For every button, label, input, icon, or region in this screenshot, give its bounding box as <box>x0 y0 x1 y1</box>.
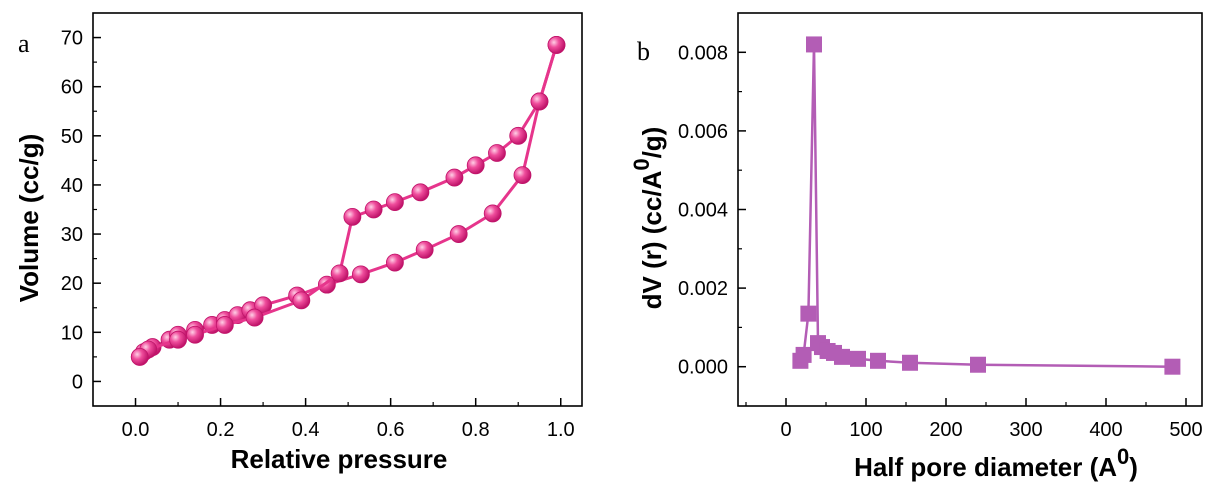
x-tick-label: 100 <box>849 419 882 441</box>
data-point <box>850 350 866 367</box>
y-tick-label: 0.002 <box>678 278 728 300</box>
data-point <box>245 308 264 327</box>
y-tick-label: 0.006 <box>678 121 728 143</box>
panel-b-series <box>792 36 1181 375</box>
data-point <box>215 316 234 334</box>
data-point <box>902 354 918 371</box>
data-point <box>870 352 886 369</box>
data-point <box>800 305 817 322</box>
data-point <box>169 330 187 349</box>
panel-b-x-ticks: 0 100 200 300 400 500 <box>745 398 1203 441</box>
data-point <box>483 204 502 223</box>
y-tick-label: 40 <box>61 175 83 197</box>
panel-a-y-ticks: 0 10 20 30 40 50 60 70 <box>61 28 101 393</box>
x-tick-label: 0.4 <box>292 419 320 441</box>
data-point <box>415 240 434 259</box>
panel-a-y-axis-title: Volume (cc/g) <box>14 134 44 303</box>
data-point <box>364 200 383 219</box>
data-point <box>445 168 464 187</box>
data-point <box>351 265 370 284</box>
data-point <box>186 325 204 344</box>
data-point <box>806 36 822 53</box>
y-tick-label: 70 <box>61 28 83 50</box>
y-tick-label: 0 <box>72 371 83 393</box>
panel-a-x-ticks: 0.0 0.2 0.4 0.6 0.8 1.0 <box>122 398 575 441</box>
series-line <box>138 44 558 358</box>
y-tick-label: 30 <box>61 224 83 246</box>
panel-a-series <box>130 36 566 366</box>
series-line <box>799 44 1173 368</box>
series-line <box>138 44 558 359</box>
data-point <box>466 156 485 175</box>
data-point <box>488 144 506 162</box>
data-point <box>513 166 532 185</box>
data-point <box>411 183 430 202</box>
x-tick-label: 0.8 <box>462 419 490 441</box>
x-tick-label: 0.6 <box>377 419 405 441</box>
data-point <box>530 92 549 111</box>
data-point <box>343 207 362 226</box>
panel-b-label: b <box>637 37 650 66</box>
data-point <box>834 348 850 365</box>
data-point <box>795 346 812 363</box>
y-tick-label: 10 <box>61 322 83 344</box>
data-point <box>547 36 566 54</box>
panel-b-pore-size-distribution: 0 100 200 300 400 500 0.0000.0020.0040.0060.0… <box>629 12 1203 482</box>
x-tick-label: 0.0 <box>122 419 150 441</box>
x-tick-label: 400 <box>1089 419 1122 441</box>
x-tick-label: 500 <box>1169 419 1202 441</box>
panel-b-y-axis-title: dV (r) (cc/A0/g) <box>629 127 667 310</box>
panel-b-x-axis-title: Half pore diameter (A0) <box>854 444 1138 482</box>
x-tick-label: 0 <box>780 419 791 441</box>
data-point <box>130 347 149 366</box>
data-point <box>449 225 468 243</box>
y-tick-label: 60 <box>61 77 83 99</box>
x-tick-label: 0.2 <box>207 419 235 441</box>
data-point <box>386 193 404 212</box>
panel-a-adsorption-isotherm: 0.0 0.2 0.4 0.6 0.8 1.0 0 10 20 30 40 50 60 70 a Rel… <box>14 12 583 474</box>
x-tick-label: 1.0 <box>547 419 575 441</box>
panel-b-y-ticks: 0.000 0.002 0.004 0.006 0.008 <box>678 42 746 379</box>
x-tick-label: 200 <box>929 419 962 441</box>
data-point <box>970 356 986 373</box>
data-point <box>292 291 311 310</box>
data-point <box>1164 358 1181 375</box>
x-tick-label: 300 <box>1009 419 1042 441</box>
y-tick-label: 20 <box>61 273 83 295</box>
data-point <box>386 253 404 272</box>
data-point <box>509 126 528 145</box>
data-point <box>330 264 349 283</box>
panel-a-x-axis-title: Relative pressure <box>231 444 448 474</box>
y-tick-label: 50 <box>61 126 83 148</box>
y-tick-label: 0.008 <box>678 42 728 64</box>
panel-a-label: a <box>18 29 30 58</box>
y-tick-label: 0.000 <box>678 357 728 379</box>
y-tick-label: 0.004 <box>678 200 728 222</box>
